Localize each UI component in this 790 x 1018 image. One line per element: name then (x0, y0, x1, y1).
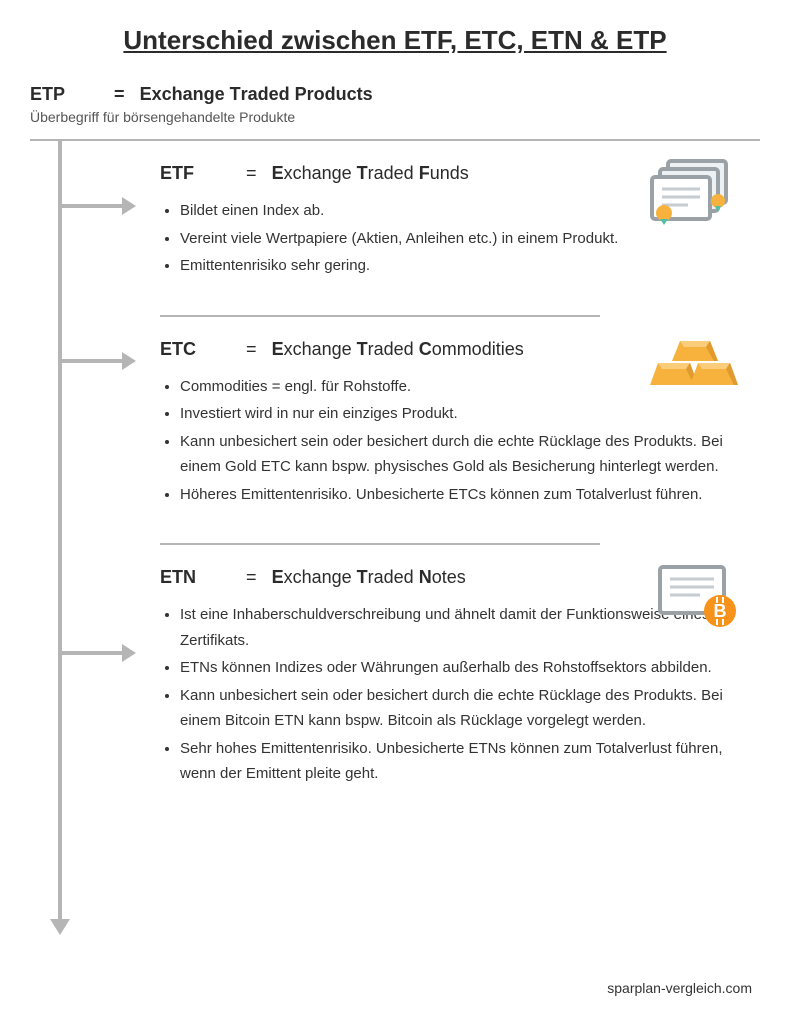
section-etn: B ETN = Exchange Traded Notes Ist eine I… (90, 545, 760, 807)
list-item: ETNs können Indizes oder Währungen außer… (180, 655, 740, 681)
etc-expansion: = Exchange Traded Commodities (246, 339, 524, 360)
etp-expansion: = Exchange Traded Products (114, 84, 373, 105)
svg-text:B: B (714, 601, 727, 621)
list-item: Kann unbesichert sein oder besichert dur… (180, 429, 740, 480)
etp-definition-row: ETP = Exchange Traded Products (30, 84, 760, 105)
etp-subtitle: Überbegriff für börsengehandelte Produkt… (30, 109, 760, 125)
etc-abbr: ETC (160, 339, 216, 360)
etn-abbr: ETN (160, 567, 216, 588)
list-item: Kann unbesichert sein oder besichert dur… (180, 683, 740, 734)
etf-expansion: = Exchange Traded Funds (246, 163, 469, 184)
main-area: ETF = Exchange Traded Funds Bildet einen… (30, 141, 760, 807)
list-item: Emittentenrisiko sehr gering. (180, 253, 740, 279)
section-etf: ETF = Exchange Traded Funds Bildet einen… (90, 141, 760, 299)
list-item: Sehr hohes Emittentenrisiko. Unbesichert… (180, 736, 740, 787)
etp-abbr: ETP (30, 84, 86, 105)
list-item: Investiert wird in nur ein einziges Prod… (180, 401, 740, 427)
etf-abbr: ETF (160, 163, 216, 184)
bitcoin-note-icon: B (650, 561, 740, 631)
gold-bars-icon (650, 333, 740, 403)
certificates-icon (650, 157, 740, 227)
list-item: Vereint viele Wertpapiere (Aktien, Anlei… (180, 226, 740, 252)
page-title: Unterschied zwischen ETF, ETC, ETN & ETP (30, 25, 760, 56)
list-item: Höheres Emittentenrisiko. Unbesicherte E… (180, 482, 740, 508)
footer-credit: sparplan-vergleich.com (607, 980, 752, 996)
vertical-arrow (58, 141, 62, 921)
section-etc: ETC = Exchange Traded Commodities Commod… (90, 317, 760, 528)
etn-expansion: = Exchange Traded Notes (246, 567, 466, 588)
